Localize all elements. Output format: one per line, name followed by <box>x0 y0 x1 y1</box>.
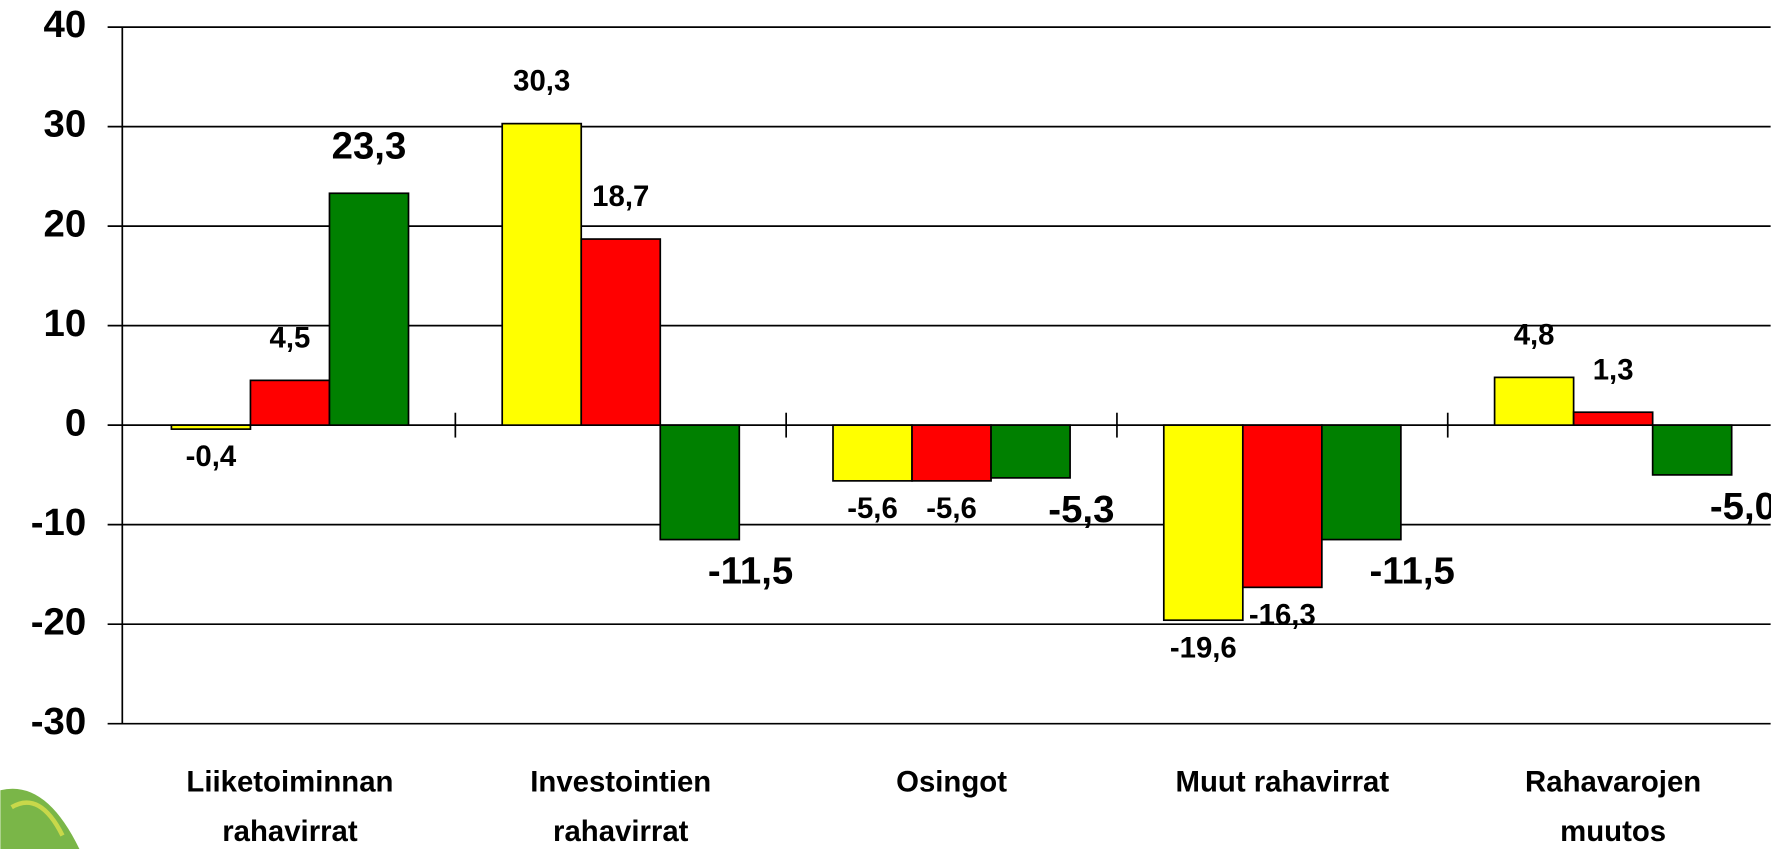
bar <box>1651 424 1733 476</box>
value-label: -11,5 <box>708 550 793 593</box>
bar <box>1493 376 1575 426</box>
bar <box>1572 411 1654 426</box>
y-tick-label: 20 <box>43 202 86 245</box>
value-label: -5,3 <box>1048 488 1114 531</box>
x-tick-label: Liiketoiminnan rahavirrat <box>186 765 393 848</box>
bar <box>1162 424 1244 622</box>
value-label: 1,3 <box>1593 353 1634 386</box>
bar <box>990 424 1071 479</box>
value-label: 4,8 <box>1514 318 1555 351</box>
y-tick-label: 0 <box>65 401 86 444</box>
bar <box>249 379 331 426</box>
x-tick-label: Muut rahavirrat <box>1176 765 1390 798</box>
x-tick-label: Investointien rahavirrat <box>530 765 711 848</box>
value-label: -5,6 <box>926 492 977 525</box>
value-label: -0,4 <box>186 440 237 473</box>
bar <box>580 238 662 426</box>
value-label: -5,0 <box>1710 485 1771 528</box>
y-tick-label: -10 <box>31 501 86 544</box>
bar <box>1241 424 1323 589</box>
bar <box>911 424 992 482</box>
value-label: -16,3 <box>1249 598 1316 631</box>
value-label: 18,7 <box>592 180 649 213</box>
y-tick-label: -30 <box>31 700 86 743</box>
bar <box>501 122 583 426</box>
logo <box>0 788 80 849</box>
x-tick-label: Rahavarojen muutos <box>1525 765 1701 848</box>
x-tick-label: Osingot <box>896 765 1007 798</box>
value-label: 4,5 <box>270 321 311 354</box>
y-tick-label: 30 <box>43 103 86 146</box>
value-label: -19,6 <box>1170 631 1237 664</box>
value-label: -11,5 <box>1369 550 1454 593</box>
bar <box>328 192 410 426</box>
value-label: -5,6 <box>847 492 898 525</box>
bar <box>1321 424 1402 541</box>
value-label: 30,3 <box>513 65 570 98</box>
value-label: 23,3 <box>332 124 407 167</box>
y-tick-label: -20 <box>31 600 86 643</box>
bar <box>832 424 913 482</box>
bar <box>659 424 741 541</box>
y-tick-label: 10 <box>43 302 86 345</box>
y-tick-label: 40 <box>43 3 86 46</box>
bar <box>170 424 252 430</box>
